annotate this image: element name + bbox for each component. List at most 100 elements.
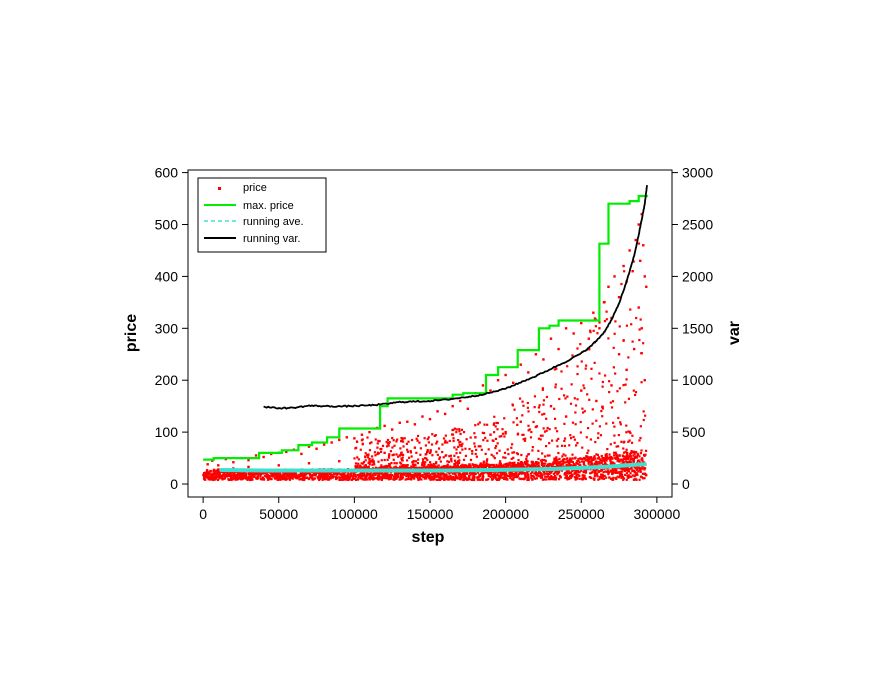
price-point [432, 464, 435, 467]
price-point [474, 436, 477, 439]
price-point [584, 468, 587, 472]
price-point [424, 461, 427, 464]
y-right-tick-label: 1000 [682, 372, 713, 388]
price-point [619, 423, 622, 426]
price-point [516, 423, 519, 426]
price-point [614, 372, 617, 375]
price-point [373, 463, 376, 466]
price-point [636, 468, 639, 471]
price-point [562, 394, 566, 397]
price-point [644, 449, 648, 452]
price-point [484, 466, 487, 469]
price-point [249, 476, 252, 479]
price-point [388, 462, 391, 466]
price-point [579, 457, 582, 460]
price-point [432, 462, 435, 466]
price-point [386, 438, 390, 442]
price-point [446, 460, 449, 463]
price-point [636, 453, 640, 457]
price-point [525, 475, 528, 479]
price-point [282, 472, 285, 475]
price-point [427, 466, 430, 470]
price-point [560, 387, 563, 390]
price-point [571, 421, 575, 424]
price-point [554, 478, 557, 481]
price-point [516, 462, 520, 465]
price-point [550, 439, 554, 442]
price-point [283, 474, 286, 477]
price-point [401, 459, 404, 462]
price-point [490, 453, 493, 456]
price-point [414, 472, 417, 475]
price-point [409, 450, 412, 453]
price-point [340, 474, 343, 477]
price-point [400, 464, 403, 468]
price-point [625, 478, 628, 481]
price-point [206, 463, 209, 466]
price-point [530, 430, 533, 434]
price-point [455, 452, 458, 455]
price-point [360, 474, 363, 477]
price-point [494, 476, 497, 479]
price-point [571, 475, 574, 478]
price-point [513, 475, 516, 479]
price-point [523, 439, 527, 442]
price-point [501, 428, 504, 431]
price-point [558, 397, 561, 401]
price-point [512, 421, 515, 424]
price-point [542, 427, 545, 430]
price-point [620, 476, 623, 479]
price-point [228, 478, 231, 481]
price-point [315, 471, 318, 474]
price-point [392, 458, 395, 461]
price-point [463, 475, 466, 479]
price-point [574, 478, 577, 481]
price-point [235, 474, 238, 477]
price-point [451, 433, 455, 436]
price-point [605, 476, 608, 479]
price-point [608, 456, 611, 460]
price-point [600, 459, 603, 462]
price-point [496, 472, 499, 475]
price-point [609, 462, 612, 465]
price-point [614, 457, 617, 460]
legend-label-price: price [243, 182, 267, 194]
price-point [438, 476, 441, 479]
price-point [542, 462, 545, 465]
price-point [373, 471, 376, 475]
price-point [442, 437, 446, 440]
price-point [574, 411, 577, 414]
price-point [479, 478, 482, 481]
price-point [398, 421, 401, 424]
price-point [515, 466, 518, 469]
price-point [557, 347, 560, 351]
price-point [275, 475, 278, 478]
price-point [333, 475, 336, 478]
price-point [607, 471, 610, 474]
price-point [372, 461, 375, 465]
price-point [577, 459, 580, 463]
price-point [545, 429, 548, 432]
price-point [566, 395, 569, 398]
price-point [480, 465, 483, 468]
price-point [597, 432, 600, 435]
price-point [434, 475, 437, 478]
price-point [453, 463, 457, 466]
price-point [495, 444, 498, 448]
price-point [381, 477, 384, 480]
price-point [465, 477, 468, 481]
price-point [481, 478, 484, 482]
price-point [206, 476, 209, 479]
price-point [376, 475, 380, 478]
price-point [525, 459, 528, 463]
price-point [624, 450, 627, 454]
price-point [631, 441, 634, 444]
price-point [354, 447, 357, 450]
price-point [453, 473, 457, 476]
price-point [495, 478, 499, 481]
price-point [588, 398, 591, 401]
price-point [531, 446, 534, 449]
price-point [534, 425, 538, 429]
price-point [253, 473, 256, 476]
price-point [415, 467, 418, 470]
